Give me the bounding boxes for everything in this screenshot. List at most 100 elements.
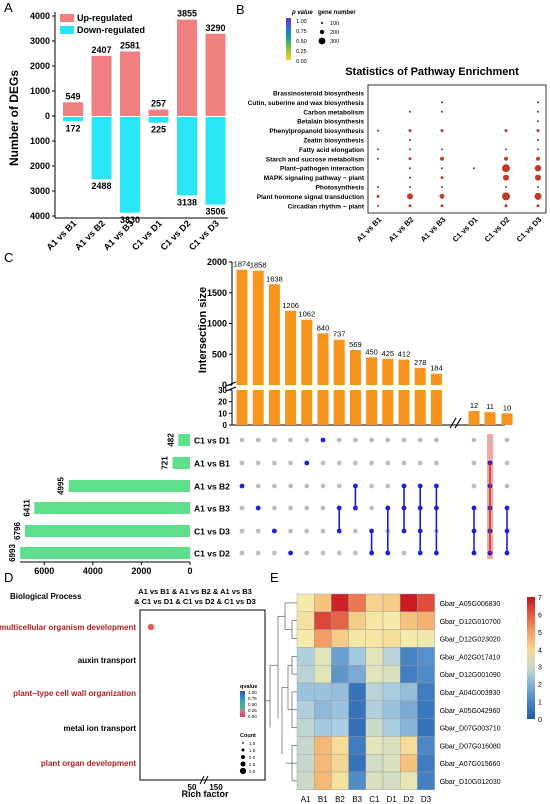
panel-b-dot (504, 129, 508, 133)
panel-e-heatmap-cell (400, 665, 418, 684)
panel-b-legend-size-tick: 200 (330, 30, 339, 36)
panel-c-matrix-dot-active (304, 460, 310, 466)
panel-a-bar-up (205, 33, 226, 116)
panel-e-heatmap-cell (382, 771, 401, 790)
panel-e-row-label: Gbar_A04G003930 (440, 690, 501, 697)
panel-d-legend-count-dot (239, 767, 247, 775)
panel-b-dot (408, 129, 412, 133)
panel-e-heatmap-cell (331, 682, 349, 701)
panel-c-axis-break-mark (225, 386, 237, 392)
panel-e-heatmap-cell (331, 754, 349, 773)
panel-e-heatmap-cell (331, 593, 349, 612)
panel-a-bar-up (63, 102, 83, 116)
panel-e-heatmap-cell (314, 718, 332, 737)
panel-c-intersection-value: 569 (349, 340, 362, 349)
panel-c-intersection-bar-lower (333, 390, 345, 425)
panel-e-heatmap-cell (365, 665, 384, 684)
panel-e-heatmap-cell (348, 754, 367, 773)
panel-d-legend-qvalue-tick: 0.75 (248, 696, 257, 701)
panel-e-heatmap-cell (417, 700, 435, 719)
panel-e-heatmap-cell (400, 736, 418, 755)
panel-e-heatmap-cell (382, 665, 401, 684)
panel-c-y-tick-label: 2000 (207, 257, 227, 267)
panel-a-legend-swatch-up (60, 14, 74, 22)
panel-c-matrix-dot-inactive (304, 437, 310, 443)
panel-a-x-category-label: C1 vs D2 (158, 218, 192, 252)
panel-c-intersection-value: 425 (382, 349, 395, 358)
panel-c-set-label: C1 vs D2 (194, 549, 230, 559)
panel-c-matrix-dot-inactive (288, 460, 293, 466)
panel-c-matrix-dot-inactive (353, 528, 358, 534)
panel-c-matrix-dot-inactive (385, 437, 391, 443)
panel-c-intersection-bar-lower (366, 390, 378, 425)
panel-e-row-label: Gbar_D12G001090 (440, 672, 501, 679)
panel-e-heatmap-cell (296, 611, 315, 630)
panel-e-heatmap-cell (400, 647, 418, 666)
panel-c-matrix-dot-inactive (320, 528, 326, 534)
panel-e-column-label: D3 (421, 795, 432, 804)
panel-b-dot (502, 164, 510, 173)
panel-e-heatmap-cell (348, 682, 367, 701)
panel-a-bar-up (177, 19, 197, 116)
panel-a-x-category-label: A1 vs B3 (101, 218, 135, 252)
panel-e-row-label: Gbar_D12G010700 (440, 619, 501, 626)
panel-e-row-label: Gbar_D07G016080 (440, 743, 501, 750)
panel-e-heatmap-cell (296, 754, 315, 773)
panel-c-intersection-value: 278 (414, 358, 427, 367)
panel-b-dot (440, 129, 444, 133)
panel-b-pathway-label: Zeatin biosynthesis (303, 138, 364, 145)
panel-c-matrix-dot-inactive (272, 550, 277, 556)
panel-b-pathway-label: MAPK signaling pathway − plant (264, 175, 365, 182)
panel-c-intersection-bar-lower (301, 390, 313, 425)
panel-e-heatmap-cell (417, 665, 435, 684)
panel-c-matrix-dot-inactive (336, 437, 342, 443)
panel-d-plot-frame (139, 609, 266, 781)
panel-b-dot (441, 186, 443, 188)
panel-c-set-size-value: 6411 (22, 499, 31, 517)
panel-c-intersection-bar (430, 373, 442, 385)
panel-e-scale-tick: 4 (538, 647, 542, 654)
panel-c-matrix-dot-inactive (369, 437, 374, 443)
panel-c-y-tick-label: 500 (212, 349, 227, 359)
panel-a-y-tick-label: 1000 (30, 136, 50, 146)
panel-a-down-value-label: 2488 (91, 181, 111, 191)
panel-e-scale-tick: 3 (538, 665, 542, 672)
panel-c-intersection-value: 1858 (250, 261, 267, 270)
panel-c-intersection-value: 1062 (298, 310, 315, 319)
panel-c-intersection-value: 450 (365, 347, 378, 356)
panel-b-pathway-label: Plant−pathogen interaction (280, 166, 364, 173)
panel-e-heatmap-cell (314, 665, 332, 684)
panel-e-heatmap-cell (314, 754, 332, 773)
panel-b-pathway-label: Starch and sucrose metabolism (266, 156, 364, 163)
panel-c-matrix-dot-inactive (471, 460, 477, 466)
panel-b-dot (534, 165, 542, 172)
panel-d-enrichment-dot (147, 623, 155, 631)
panel-d-legend-count-tick: 2.0 (249, 755, 256, 760)
panel-e-heatmap-cell (365, 629, 384, 648)
panel-d-x-axis-label: Rich factor (181, 789, 229, 799)
panel-c-intersection-bar-lower (414, 390, 426, 425)
panel-e-row-label: Gbar_A02G017410 (440, 654, 501, 661)
panel-c-intersection-bar (468, 411, 480, 425)
panel-e-heatmap-cell (417, 629, 435, 648)
panel-c-intersection-value: 10 (503, 403, 511, 412)
panel-b-comparison-label: C1 vs D1 (451, 215, 480, 244)
panel-a-legend-swatch-down (60, 26, 74, 34)
panel-b-dot (377, 157, 379, 160)
panel-e-scale-tick: 0 (538, 717, 542, 724)
panel-e-heatmap-cell (417, 718, 435, 737)
panel-b-legend-pvalue-tick: 1.00 (296, 19, 307, 25)
panel-c-matrix-dot-inactive (288, 505, 293, 511)
panel-b-dot (409, 139, 411, 141)
panel-e-heatmap-cell (365, 754, 384, 773)
panel-b-legend-pvalue-title: p value (291, 10, 313, 16)
panel-c-set-size-value: 482 (166, 433, 175, 447)
panel-a-bar-up (120, 51, 140, 116)
panel-b-dot (537, 110, 539, 113)
panel-e-heatmap-cell (417, 736, 435, 755)
panel-c-matrix-dot-inactive (471, 437, 477, 443)
panel-b-dot (408, 157, 412, 161)
panel-c-matrix-dot-inactive (239, 437, 245, 443)
panel-c-matrix-dot-inactive (336, 550, 342, 556)
panel-b-dot (504, 204, 508, 208)
